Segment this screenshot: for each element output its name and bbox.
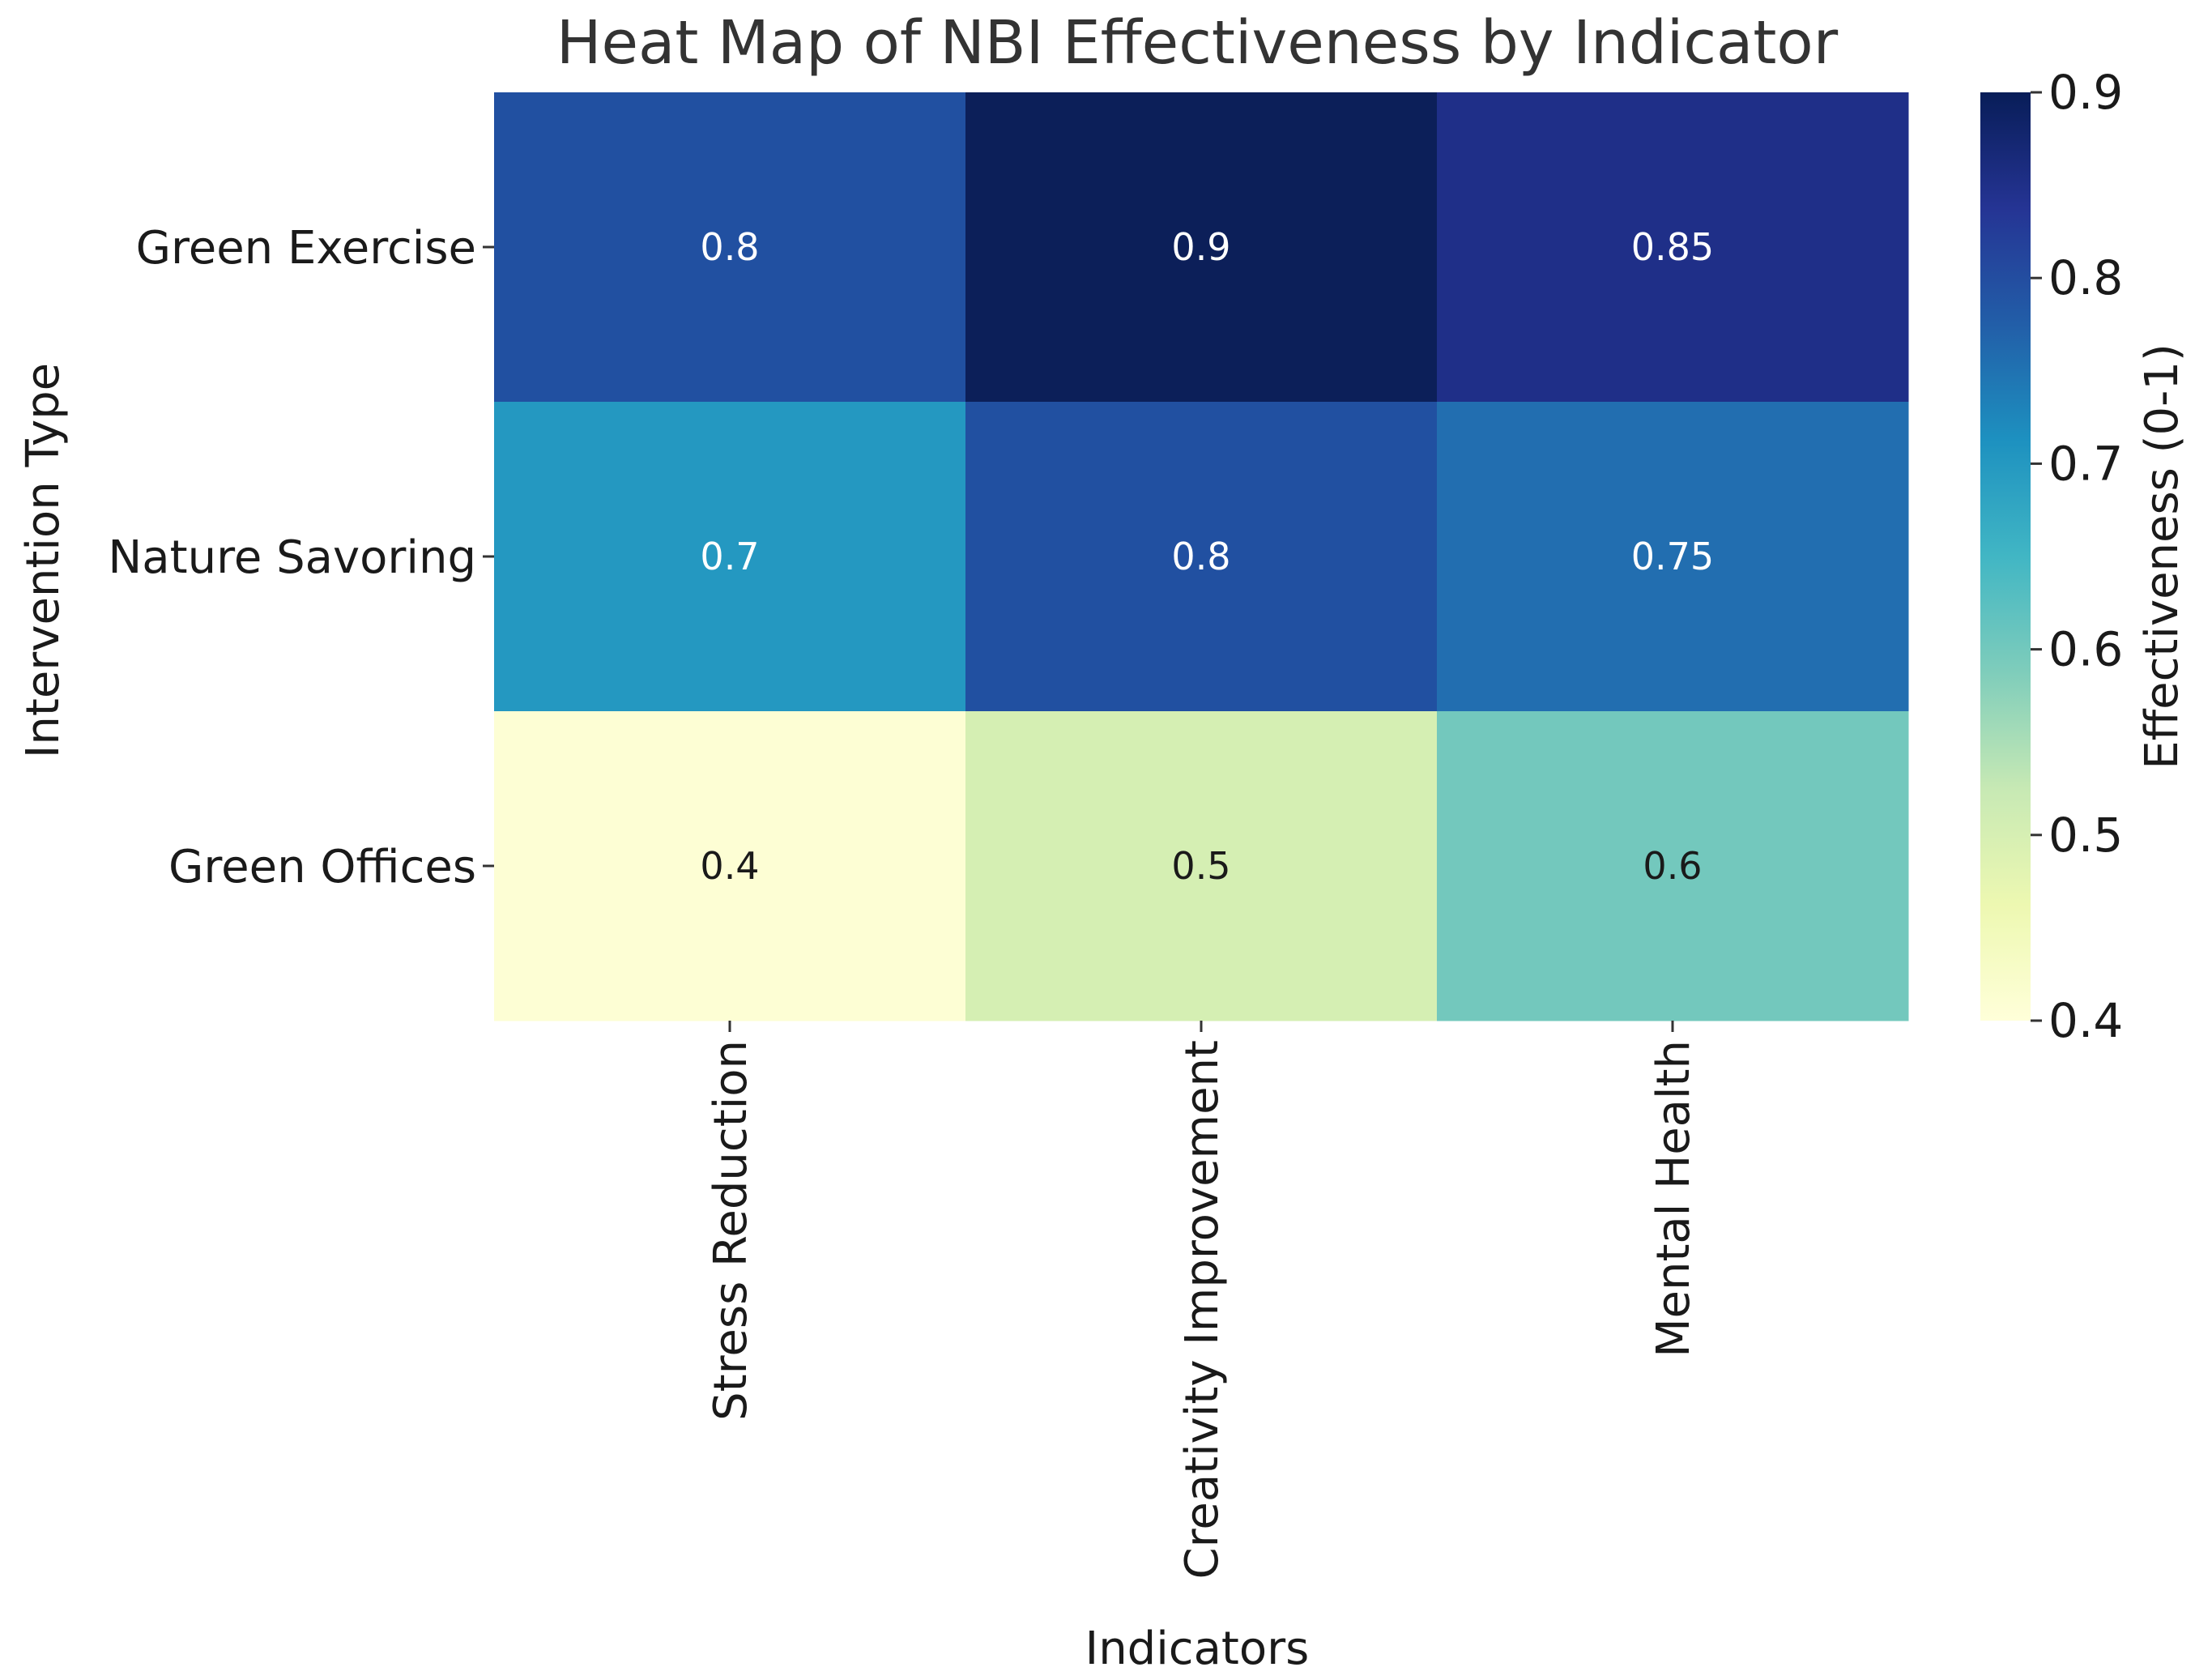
cell-value-label: 0.8 <box>700 225 759 269</box>
y-tick-label: Nature Savoring <box>108 531 476 584</box>
heatmap-cell-green-exercise-stress-reduction <box>494 92 966 403</box>
colorbar-tick-label: 0.8 <box>2048 250 2123 305</box>
heatmap-cell-nature-savoring-creativity-improvement <box>965 402 1438 712</box>
colorbar-gradient <box>1980 92 2031 1021</box>
heatmap-cell-green-exercise-creativity-improvement <box>965 92 1438 403</box>
cell-value-label: 0.6 <box>1643 844 1702 888</box>
x-tick-label: Mental Health <box>1647 1040 1700 1358</box>
cell-value-label: 0.8 <box>1171 535 1230 578</box>
colorbar-label: Effectiveness (0-1) <box>2136 343 2189 770</box>
x-tick-labels: Stress Reduction Creativity Improvement Me… <box>705 1021 1700 1580</box>
y-tick-label: Green Exercise <box>136 222 476 275</box>
colorbar-tick-label: 0.5 <box>2048 808 2123 863</box>
cell-value-label: 0.9 <box>1171 225 1230 269</box>
y-axis-label: Intervention Type <box>17 363 70 758</box>
x-tick-label: Stress Reduction <box>705 1040 757 1421</box>
colorbar-tick-label: 0.9 <box>2048 65 2123 120</box>
heatmap-cell-nature-savoring-stress-reduction <box>494 402 966 712</box>
cell-value-label: 0.5 <box>1171 844 1230 888</box>
colorbar-tick-label: 0.7 <box>2048 436 2123 491</box>
cell-value-label: 0.85 <box>1631 225 1714 269</box>
heatmap-cell-green-exercise-mental-health <box>1437 92 1909 403</box>
colorbar: 0.4 0.5 0.6 0.7 0.8 0.9 <box>1980 65 2123 1048</box>
heatmap-cell-nature-savoring-mental-health <box>1437 402 1909 712</box>
x-tick-label: Creativity Improvement <box>1176 1040 1229 1580</box>
heatmap-cell-green-offices-creativity-improvement <box>965 711 1438 1021</box>
chart-title: Heat Map of NBI Effectiveness by Indicat… <box>556 8 1839 78</box>
cell-value-label: 0.7 <box>700 535 759 578</box>
y-tick-labels: Green Exercise Nature Savoring Green Offic… <box>108 222 494 893</box>
y-tick-label: Green Offices <box>168 841 476 893</box>
heatmap-cell-green-offices-stress-reduction <box>494 711 966 1021</box>
cell-value-label: 0.4 <box>700 844 759 888</box>
x-axis-label: Indicators <box>1085 1622 1310 1675</box>
colorbar-tick-label: 0.6 <box>2048 622 2123 677</box>
heatmap-cells: 0.8 0.9 0.85 0.7 0.8 0.75 0.4 0.5 0.6 <box>494 92 1909 1021</box>
heatmap-cell-green-offices-mental-health <box>1437 711 1909 1021</box>
cell-value-label: 0.75 <box>1631 535 1714 578</box>
colorbar-tick-label: 0.4 <box>2048 993 2123 1048</box>
